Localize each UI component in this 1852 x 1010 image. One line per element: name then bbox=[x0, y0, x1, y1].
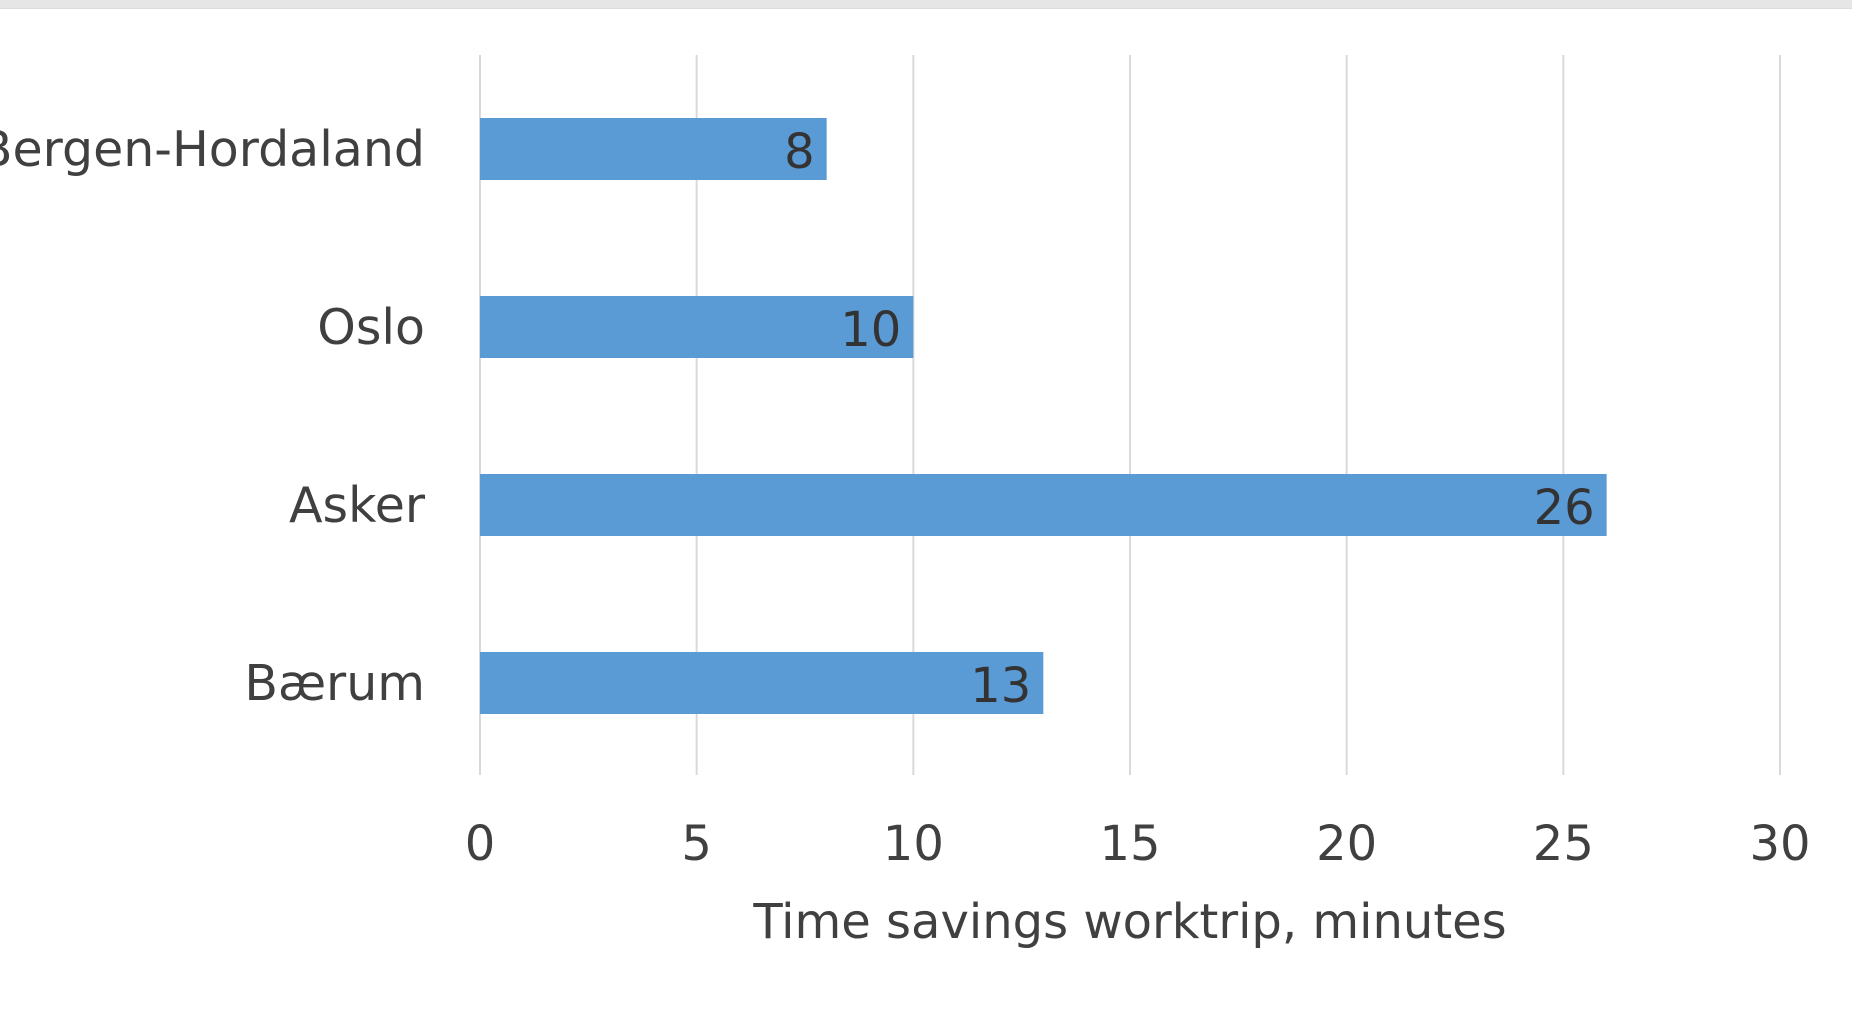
category-label: Bærum bbox=[244, 655, 425, 712]
tick-labels: 0 5 10 15 20 25 30 bbox=[465, 816, 1811, 872]
x-tick-label: 15 bbox=[1099, 816, 1160, 872]
category-label: Oslo bbox=[317, 299, 425, 356]
x-tick-label: 10 bbox=[883, 816, 944, 872]
data-labels: 8 10 26 13 bbox=[784, 124, 1595, 714]
x-axis-title: Time savings worktrip, minutes bbox=[752, 894, 1506, 950]
x-tick-label: 0 bbox=[465, 816, 496, 872]
data-label: 26 bbox=[1534, 480, 1595, 536]
category-labels: Bergen-Hordaland Oslo Asker Bærum bbox=[0, 121, 426, 712]
x-tick-label: 25 bbox=[1533, 816, 1594, 872]
bar bbox=[480, 118, 827, 180]
category-label: Bergen-Hordaland bbox=[0, 121, 425, 178]
data-label: 10 bbox=[840, 302, 901, 358]
bar bbox=[480, 474, 1607, 536]
x-tick-label: 30 bbox=[1749, 816, 1810, 872]
top-border bbox=[0, 0, 1852, 9]
data-label: 13 bbox=[970, 658, 1031, 714]
data-label: 8 bbox=[784, 124, 815, 180]
bar bbox=[480, 296, 914, 358]
x-tick-label: 20 bbox=[1316, 816, 1377, 872]
x-tick-label: 5 bbox=[681, 816, 712, 872]
category-label: Asker bbox=[289, 477, 426, 534]
bars bbox=[480, 118, 1607, 714]
bar bbox=[480, 652, 1044, 714]
